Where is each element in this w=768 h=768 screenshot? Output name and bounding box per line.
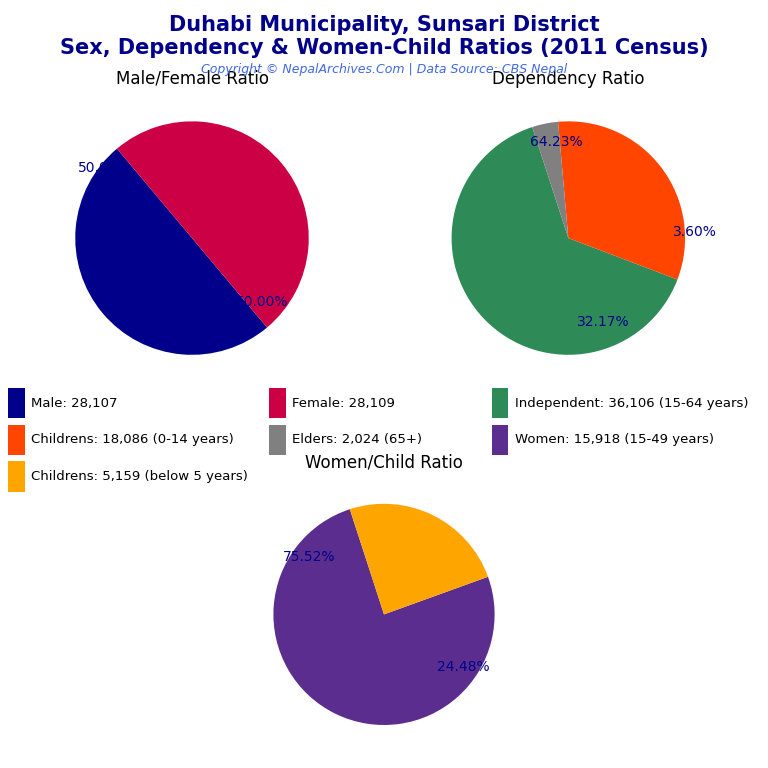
- Wedge shape: [117, 121, 309, 327]
- Title: Male/Female Ratio: Male/Female Ratio: [115, 70, 269, 88]
- Text: 32.17%: 32.17%: [577, 315, 630, 329]
- Bar: [8, 389, 25, 419]
- Text: Independent: 36,106 (15-64 years): Independent: 36,106 (15-64 years): [515, 397, 748, 410]
- Bar: [8, 462, 25, 492]
- Text: Elders: 2,024 (65+): Elders: 2,024 (65+): [292, 433, 422, 446]
- Title: Dependency Ratio: Dependency Ratio: [492, 70, 644, 88]
- Text: Female: 28,109: Female: 28,109: [292, 397, 395, 410]
- Text: Women: 15,918 (15-49 years): Women: 15,918 (15-49 years): [515, 433, 713, 446]
- Wedge shape: [452, 127, 677, 355]
- Text: 75.52%: 75.52%: [283, 550, 335, 564]
- Text: 50.00%: 50.00%: [78, 161, 131, 175]
- Text: Childrens: 18,086 (0-14 years): Childrens: 18,086 (0-14 years): [31, 433, 233, 446]
- Bar: [492, 389, 508, 419]
- Bar: [269, 425, 286, 455]
- Wedge shape: [273, 509, 495, 725]
- Wedge shape: [558, 121, 685, 280]
- Text: Sex, Dependency & Women-Child Ratios (2011 Census): Sex, Dependency & Women-Child Ratios (20…: [60, 38, 708, 58]
- Text: 3.60%: 3.60%: [673, 225, 717, 240]
- Text: 64.23%: 64.23%: [531, 135, 583, 149]
- Bar: [269, 389, 286, 419]
- Text: 50.00%: 50.00%: [236, 295, 288, 310]
- Text: Copyright © NepalArchives.Com | Data Source: CBS Nepal: Copyright © NepalArchives.Com | Data Sou…: [201, 63, 567, 76]
- Text: Duhabi Municipality, Sunsari District: Duhabi Municipality, Sunsari District: [169, 15, 599, 35]
- Text: Childrens: 5,159 (below 5 years): Childrens: 5,159 (below 5 years): [31, 470, 247, 483]
- Wedge shape: [75, 149, 267, 355]
- Bar: [492, 425, 508, 455]
- Wedge shape: [350, 504, 488, 614]
- Title: Women/Child Ratio: Women/Child Ratio: [305, 454, 463, 472]
- Text: 24.48%: 24.48%: [437, 660, 490, 674]
- Wedge shape: [532, 122, 568, 238]
- Bar: [8, 425, 25, 455]
- Text: Male: 28,107: Male: 28,107: [31, 397, 118, 410]
